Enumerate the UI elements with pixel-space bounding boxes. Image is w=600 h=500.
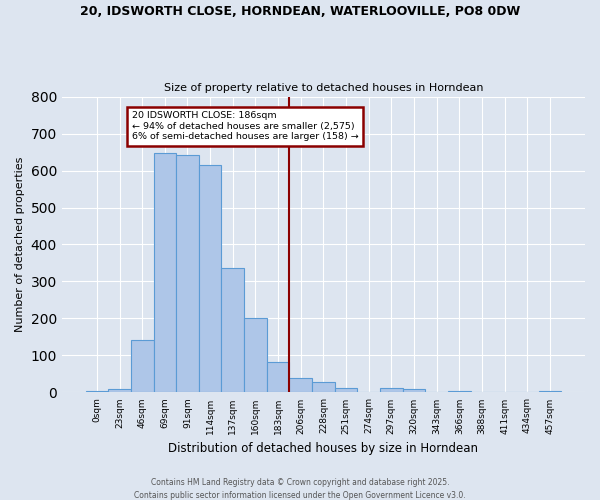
Bar bbox=[221, 268, 244, 392]
Bar bbox=[448, 390, 470, 392]
Title: Size of property relative to detached houses in Horndean: Size of property relative to detached ho… bbox=[164, 83, 483, 93]
Bar bbox=[289, 378, 312, 392]
Bar bbox=[312, 382, 335, 392]
Bar bbox=[154, 153, 176, 392]
Bar bbox=[176, 154, 199, 392]
Bar bbox=[86, 390, 108, 392]
Bar bbox=[539, 390, 561, 392]
Bar bbox=[108, 390, 131, 392]
Text: 20 IDSWORTH CLOSE: 186sqm
← 94% of detached houses are smaller (2,575)
6% of sem: 20 IDSWORTH CLOSE: 186sqm ← 94% of detac… bbox=[132, 112, 359, 141]
Bar bbox=[267, 362, 289, 392]
Bar bbox=[199, 165, 221, 392]
Bar bbox=[380, 388, 403, 392]
Text: 20, IDSWORTH CLOSE, HORNDEAN, WATERLOOVILLE, PO8 0DW: 20, IDSWORTH CLOSE, HORNDEAN, WATERLOOVI… bbox=[80, 5, 520, 18]
X-axis label: Distribution of detached houses by size in Horndean: Distribution of detached houses by size … bbox=[169, 442, 478, 455]
Y-axis label: Number of detached properties: Number of detached properties bbox=[15, 157, 25, 332]
Bar bbox=[131, 340, 154, 392]
Text: Contains HM Land Registry data © Crown copyright and database right 2025.
Contai: Contains HM Land Registry data © Crown c… bbox=[134, 478, 466, 500]
Bar bbox=[335, 388, 358, 392]
Bar bbox=[403, 388, 425, 392]
Bar bbox=[244, 318, 267, 392]
